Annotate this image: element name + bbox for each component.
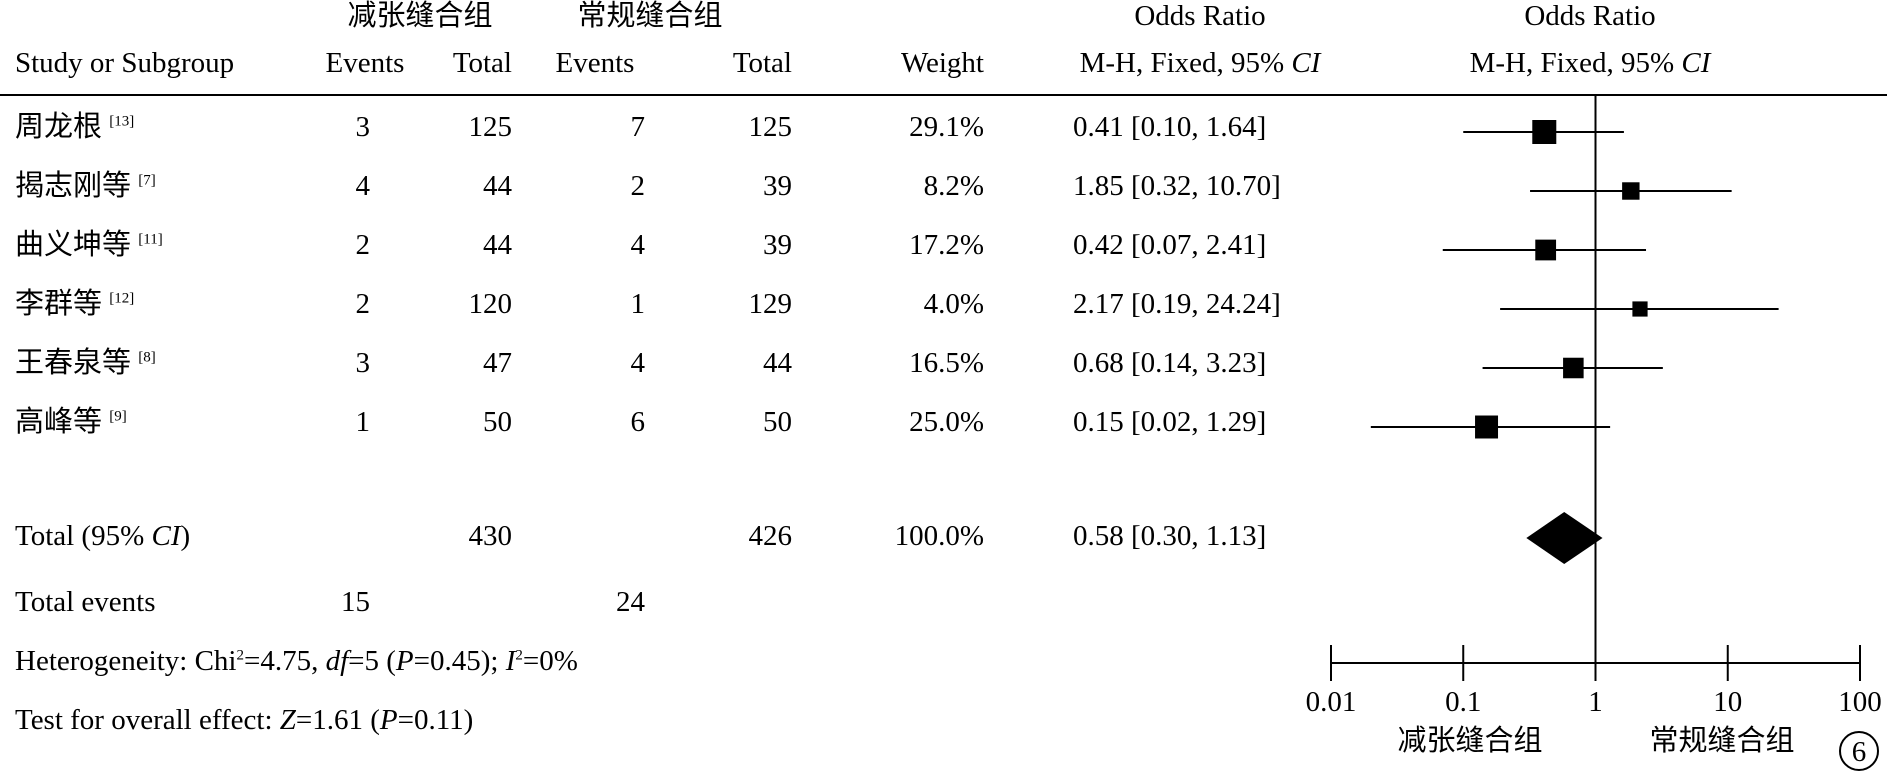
- heterogeneity-text: Heterogeneity: Chi2=4.75, df=5 (P=0.45);…: [15, 645, 578, 677]
- study-or-text: 1.85 [0.32, 10.70]: [1073, 170, 1281, 202]
- study-weight: 17.2%: [909, 229, 984, 261]
- col-events-a-header: Events: [325, 47, 405, 79]
- study-or-text: 0.42 [0.07, 2.41]: [1073, 229, 1267, 261]
- study-events-a: 2: [355, 229, 371, 261]
- x-tick-label: 100: [1838, 686, 1882, 718]
- study-events-b: 1: [630, 288, 646, 320]
- study-total-b: 39: [763, 229, 792, 261]
- study-weight: 25.0%: [909, 406, 984, 438]
- study-study-name: 周龙根 [13]: [15, 111, 135, 143]
- total-events-label: Total events: [15, 586, 156, 618]
- x-tick-label: 0.01: [1306, 686, 1357, 718]
- panel-badge: 6: [1839, 731, 1879, 771]
- total-or-text: 0.58 [0.30, 1.13]: [1073, 520, 1267, 552]
- study-study-name: 揭志刚等 [7]: [15, 170, 156, 202]
- overall-effect-text: Test for overall effect: Z=1.61 (P=0.11): [15, 704, 474, 736]
- study-events-b: 2: [630, 170, 646, 202]
- study-events-a: 3: [355, 347, 371, 379]
- total-label: Total (95% CI): [15, 520, 191, 552]
- study-events-b: 4: [630, 347, 646, 379]
- total-a: 430: [468, 520, 513, 552]
- col-method-plot-header: M-H, Fixed, 95% CI: [1469, 47, 1711, 79]
- x-tick-label: 0.1: [1445, 686, 1481, 718]
- x-tick-label: 10: [1713, 686, 1742, 718]
- pooled-diamond: [1526, 512, 1603, 564]
- study-total-b: 129: [748, 288, 793, 320]
- study-total-a: 120: [468, 288, 513, 320]
- study-or-text: 0.15 [0.02, 1.29]: [1073, 406, 1267, 438]
- favours-left-label: 减张缝合组: [1397, 725, 1543, 757]
- study-study-name: 高峰等 [9]: [15, 406, 127, 438]
- study-total-a: 44: [483, 170, 512, 202]
- study-total-b: 50: [763, 406, 792, 438]
- or-title-text: Odds Ratio: [1134, 0, 1266, 32]
- header-rule-right: [1023, 94, 1887, 96]
- group-a-header: 减张缝合组: [347, 0, 493, 32]
- study-weight: 29.1%: [909, 111, 984, 143]
- study-study-name: 李群等 [12]: [15, 288, 135, 320]
- study-events-b: 6: [630, 406, 646, 438]
- panel-badge-number: 6: [1851, 736, 1867, 768]
- total-events-b: 24: [616, 586, 645, 618]
- study-point-square: [1475, 415, 1499, 439]
- study-study-name: 曲义坤等 [11]: [15, 229, 163, 261]
- header-rule-left: [0, 94, 1023, 96]
- study-point-square: [1532, 120, 1557, 144]
- x-tick-label: 1: [1588, 686, 1603, 718]
- study-or-text: 0.68 [0.14, 3.23]: [1073, 347, 1267, 379]
- study-point-square: [1632, 301, 1648, 317]
- total-events-a: 15: [341, 586, 370, 618]
- study-point-square: [1535, 239, 1557, 261]
- col-weight-header: Weight: [900, 47, 984, 79]
- study-events-a: 3: [355, 111, 371, 143]
- study-weight: 8.2%: [923, 170, 984, 202]
- total-b: 426: [748, 520, 793, 552]
- study-study-name: 王春泉等 [8]: [15, 347, 156, 379]
- total-weight: 100.0%: [894, 520, 984, 552]
- study-total-a: 50: [483, 406, 512, 438]
- study-events-b: 4: [630, 229, 646, 261]
- col-study-header: Study or Subgroup: [15, 47, 235, 79]
- col-method-header: M-H, Fixed, 95% CI: [1079, 47, 1321, 79]
- study-or-text: 0.41 [0.10, 1.64]: [1073, 111, 1267, 143]
- or-title-plot: Odds Ratio: [1524, 0, 1656, 32]
- study-weight: 16.5%: [909, 347, 984, 379]
- favours-right-label: 常规缝合组: [1649, 725, 1795, 757]
- study-total-b: 44: [763, 347, 792, 379]
- study-weight: 4.0%: [923, 288, 984, 320]
- study-events-b: 7: [630, 111, 646, 143]
- col-events-b-header: Events: [555, 47, 635, 79]
- col-total-b-header: Total: [732, 47, 792, 79]
- study-total-a: 44: [483, 229, 512, 261]
- study-events-a: 2: [355, 288, 371, 320]
- study-total-b: 39: [763, 170, 792, 202]
- study-events-a: 4: [355, 170, 371, 202]
- study-point-square: [1563, 357, 1584, 379]
- study-events-a: 1: [355, 406, 371, 438]
- group-b-header: 常规缝合组: [577, 0, 723, 32]
- study-total-b: 125: [748, 111, 793, 143]
- study-or-text: 2.17 [0.19, 24.24]: [1073, 288, 1281, 320]
- study-total-a: 125: [468, 111, 513, 143]
- study-point-square: [1622, 182, 1640, 200]
- study-total-a: 47: [483, 347, 512, 379]
- col-total-a-header: Total: [452, 47, 512, 79]
